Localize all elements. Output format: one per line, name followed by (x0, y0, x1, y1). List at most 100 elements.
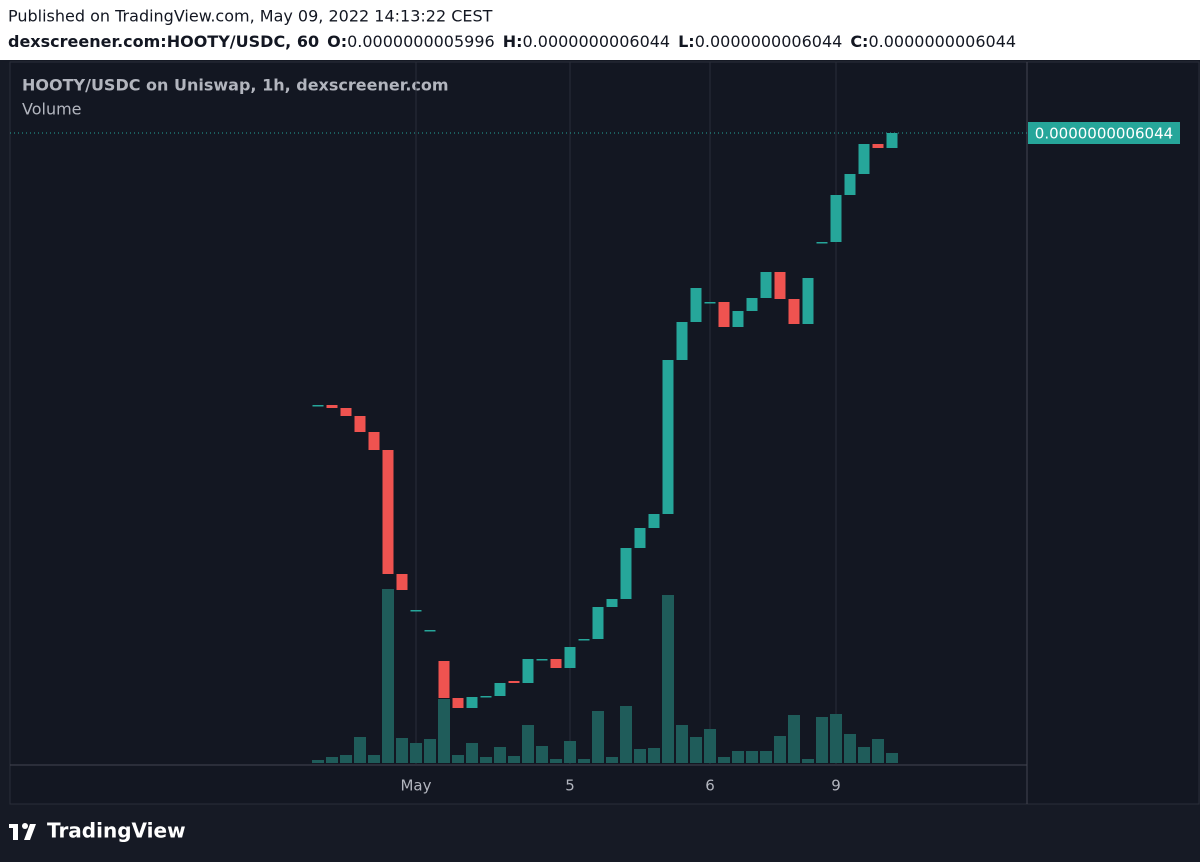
candle-body (522, 659, 534, 683)
candle-body (480, 696, 492, 698)
logo (9, 823, 36, 840)
volume-title: Volume (22, 100, 82, 119)
x-tick-label: 6 (705, 777, 715, 795)
volume-bar (872, 739, 884, 763)
candle-body (634, 528, 646, 548)
volume-bar (564, 741, 576, 763)
x-tick-label: May (400, 777, 431, 795)
volume-bar (522, 725, 534, 763)
ohlc-value: 0.0000000006044 (868, 32, 1016, 51)
x-tick-label: 5 (565, 777, 575, 795)
candle-body (746, 298, 758, 311)
brand: TradingView (47, 819, 186, 843)
candle-body (732, 311, 744, 327)
candle-body (438, 661, 450, 698)
candle-body (816, 242, 828, 244)
candle-body (704, 302, 716, 304)
volume-bar (606, 757, 618, 763)
candle-body (788, 299, 800, 324)
last-price-box (1028, 122, 1180, 144)
candle-body (396, 574, 408, 590)
ohlc-label: C: (850, 32, 868, 51)
candle-body (578, 639, 590, 641)
volume-bar (508, 756, 520, 763)
volume-bar (578, 759, 590, 763)
volume-bar (830, 714, 842, 763)
volume-bar (466, 743, 478, 763)
volume-bar (704, 729, 716, 763)
volume-bar (620, 706, 632, 763)
ohlc-label: L: (678, 32, 695, 51)
candle-body (382, 450, 394, 574)
candle-body (536, 659, 548, 661)
volume-bar (690, 737, 702, 763)
candle-body (830, 195, 842, 242)
volume-bar (788, 715, 800, 763)
volume-bar (718, 757, 730, 763)
candle-body (620, 548, 632, 599)
candle-body (452, 698, 464, 708)
candle-body (312, 405, 324, 407)
candle-body (354, 416, 366, 432)
volume-bar (676, 725, 688, 763)
header-bg (0, 0, 1200, 60)
ohlc-label: H: (503, 32, 523, 51)
candle-body (774, 272, 786, 299)
volume-bar (340, 755, 352, 763)
candle-body (802, 278, 814, 324)
volume-bar (480, 757, 492, 763)
candle-body (872, 144, 884, 148)
published: Published on TradingView.com, May 09, 20… (8, 7, 493, 26)
volume-bar (424, 739, 436, 763)
candle-body (886, 133, 898, 148)
volume-bar (648, 748, 660, 763)
volume-bar (858, 747, 870, 763)
candle-body (676, 322, 688, 360)
candle-body (410, 610, 422, 612)
volume-bar (312, 760, 324, 763)
last-price-label: 0.0000000006044 (1035, 125, 1173, 143)
candle-body (564, 647, 576, 668)
volume-bar (592, 711, 604, 763)
candle-body (466, 697, 478, 708)
volume-bar (452, 755, 464, 763)
candle-body (494, 683, 506, 696)
candle-body (340, 408, 352, 416)
candle-body (508, 681, 520, 683)
candle-body (326, 405, 338, 408)
ohlc-label: O: (327, 32, 347, 51)
volume-bar (662, 595, 674, 763)
volume-bar (382, 589, 394, 763)
volume-bar (816, 717, 828, 763)
volume-bar (760, 751, 772, 763)
volume-bar (802, 759, 814, 763)
volume-bar (634, 749, 646, 763)
candle-body (606, 599, 618, 607)
symbol: dexscreener.com:HOOTY/USDC, 60 (8, 32, 319, 51)
volume-bar (396, 738, 408, 763)
volume-bar (368, 755, 380, 763)
ohlc-value: 0.0000000005996 (347, 32, 495, 51)
volume-bar (354, 737, 366, 763)
volume-bar (746, 751, 758, 763)
candle-body (858, 144, 870, 174)
chart-title: HOOTY/USDC on Uniswap, 1h, dexscreener.c… (22, 76, 449, 95)
candle-body (760, 272, 772, 298)
ohlc-value: 0.0000000006044 (523, 32, 671, 51)
volume-bar (550, 759, 562, 763)
candle-body (368, 432, 380, 450)
candle-body (648, 514, 660, 528)
ohlc-value: 0.0000000006044 (695, 32, 843, 51)
volume-bar (536, 746, 548, 763)
candle-body (424, 630, 436, 632)
candle-body (718, 302, 730, 327)
candle-body (662, 360, 674, 514)
x-tick-label: 9 (831, 777, 841, 795)
symbol-line: dexscreener.com:HOOTY/USDC, 60 O:0.000000… (8, 32, 1016, 51)
volume-bar (844, 734, 856, 763)
volume-bar (494, 747, 506, 763)
volume-bar (774, 736, 786, 763)
candle-body (592, 607, 604, 639)
volume-bar (326, 757, 338, 763)
